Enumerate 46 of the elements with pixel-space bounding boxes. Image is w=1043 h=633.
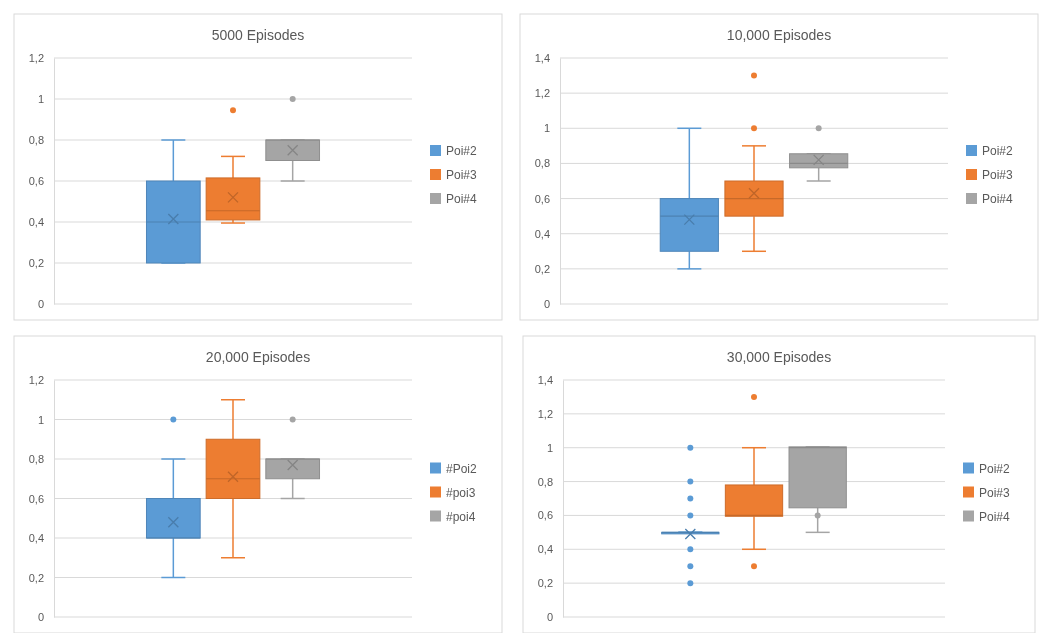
- legend-label: #poi3: [446, 485, 476, 500]
- chart-title: 5000 Episodes: [211, 27, 305, 43]
- legend-label: Poi#4: [982, 192, 1014, 206]
- legend-label: Poi#4: [446, 192, 478, 206]
- y-tick-label: 0: [37, 611, 44, 624]
- y-tick-label: 0,8: [537, 475, 553, 488]
- chart-title: 10,000 Episodes: [726, 27, 832, 43]
- y-tick-label: 1: [37, 93, 44, 106]
- y-tick-label: 0,6: [534, 192, 550, 205]
- legend-label: Poi#3: [979, 485, 1011, 500]
- y-tick-label: 1: [37, 413, 44, 426]
- y-tick-label: 0,4: [537, 543, 553, 556]
- y-tick-label: 0,6: [537, 509, 553, 522]
- y-tick-label: 1,2: [537, 407, 553, 420]
- y-tick-label: 0,4: [28, 532, 44, 545]
- y-tick-label: 0: [37, 298, 44, 311]
- y-tick-label: 1: [543, 122, 550, 135]
- legend-label: Poi#2: [446, 144, 478, 158]
- y-tick-label: 0,2: [534, 262, 550, 275]
- y-tick-label: 0: [543, 298, 550, 311]
- y-tick-label: 0,4: [28, 216, 44, 229]
- legend-label: #Poi2: [446, 461, 478, 476]
- legend-label: Poi#2: [982, 144, 1014, 158]
- y-tick-label: 1,2: [534, 87, 550, 100]
- y-tick-label: 0,6: [28, 175, 44, 188]
- legend-label: Poi#2: [979, 461, 1011, 476]
- y-tick-label: 1,2: [28, 374, 44, 387]
- y-tick-label: 0,2: [537, 577, 553, 590]
- y-tick-label: 0,2: [28, 257, 44, 270]
- y-tick-label: 1: [546, 441, 553, 454]
- y-tick-label: 0,2: [28, 571, 44, 584]
- legend-label: Poi#3: [982, 168, 1014, 182]
- y-tick-label: 1,4: [537, 374, 553, 387]
- y-tick-label: 1,4: [534, 52, 550, 65]
- chart-title: 30,000 Episodes: [726, 349, 832, 365]
- y-tick-label: 0,4: [534, 227, 550, 240]
- chart-title: 20,000 Episodes: [205, 349, 311, 365]
- legend-label: Poi#4: [979, 509, 1011, 524]
- legend-label: #poi4: [446, 509, 476, 524]
- y-tick-label: 0,8: [28, 134, 44, 147]
- y-tick-label: 0,8: [534, 157, 550, 170]
- y-tick-label: 1,2: [28, 52, 44, 65]
- y-tick-label: 0,6: [28, 492, 44, 505]
- y-tick-label: 0,8: [28, 453, 44, 466]
- legend-label: Poi#3: [446, 168, 478, 182]
- y-tick-label: 0: [546, 611, 553, 624]
